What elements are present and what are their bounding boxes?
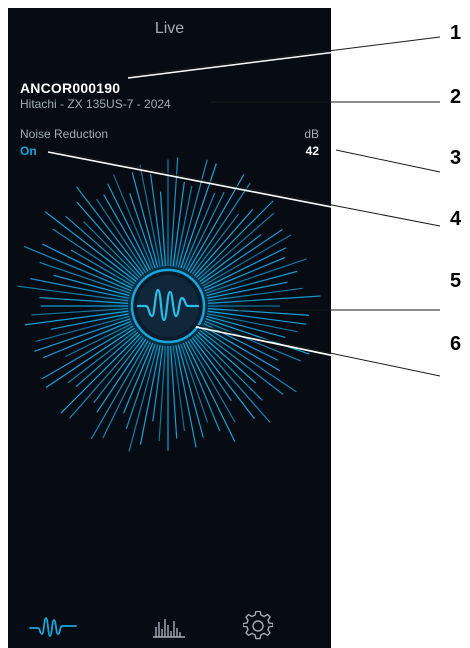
phone-screen: Live ANCOR000190 Hitachi - ZX 135US-7 - … <box>8 8 331 648</box>
nav-live-button[interactable] <box>24 604 84 648</box>
center-button[interactable] <box>132 270 204 342</box>
nav-settings-button[interactable] <box>228 604 288 648</box>
callout-2: 2 <box>450 86 461 109</box>
callout-6: 6 <box>450 333 461 356</box>
bottom-nav <box>8 604 331 648</box>
callout-3: 3 <box>450 147 461 170</box>
waveform-icon <box>28 614 80 638</box>
callout-1: 1 <box>450 22 461 45</box>
callout-5: 5 <box>450 270 461 293</box>
nav-stats-button[interactable] <box>139 604 199 648</box>
sound-visualizer <box>8 8 331 648</box>
callout-line-3 <box>336 150 440 172</box>
bar-chart-icon <box>149 613 189 639</box>
callout-4: 4 <box>450 208 461 231</box>
gear-icon <box>243 611 273 641</box>
